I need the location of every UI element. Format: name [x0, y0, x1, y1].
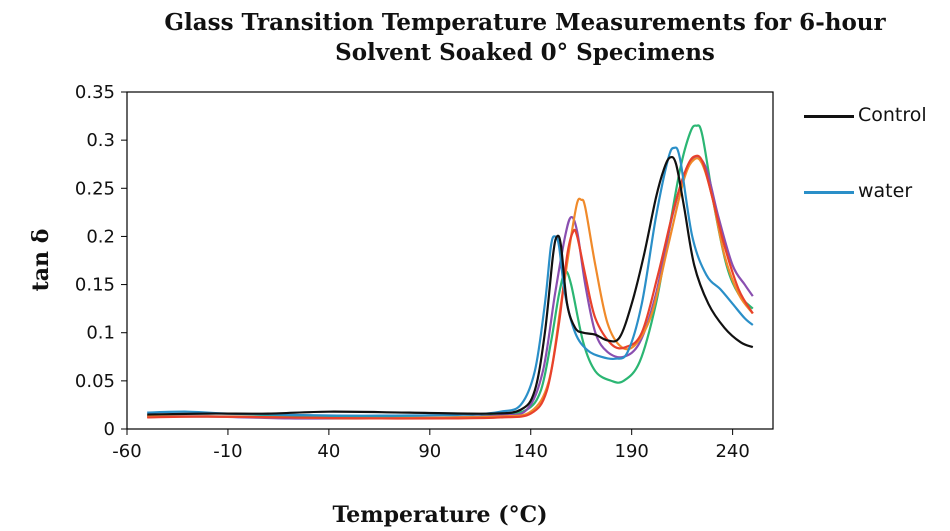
series-line-2 [147, 146, 754, 417]
chart-title-line-2: Solvent Soaked 0° Specimens [335, 39, 715, 66]
x-tick-label: -10 [213, 441, 242, 462]
x-tick-label: 40 [317, 441, 340, 462]
legend-swatch-water [804, 191, 854, 194]
y-tick-label: 0.3 [86, 130, 115, 151]
series-layer [147, 124, 754, 420]
series-line-4 [147, 156, 754, 420]
legend-label-control: Control [858, 104, 927, 126]
x-tick-label: -60 [112, 441, 141, 462]
y-tick-label: 0 [104, 419, 115, 440]
x-tick-label: 90 [418, 441, 441, 462]
legend-label-water: water [858, 180, 913, 202]
y-tick-label: 0.1 [86, 323, 115, 344]
series-line-1 [147, 155, 754, 416]
legend-swatch-control [804, 115, 854, 118]
series-line-5 [147, 157, 754, 420]
y-axis: 0 0.05 0.1 0.15 0.2 0.25 0.3 0.35 [75, 82, 127, 440]
x-axis-label: Temperature (°C) [332, 502, 547, 528]
x-tick-label: 190 [615, 441, 649, 462]
x-tick-label: 140 [514, 441, 548, 462]
y-tick-label: 0.15 [75, 275, 115, 296]
y-tick-label: 0.05 [75, 371, 115, 392]
series-line-6 [147, 154, 754, 420]
y-tick-label: 0.2 [86, 226, 115, 247]
legend-item-water: water [804, 180, 950, 204]
plot-area [126, 91, 774, 430]
chart-title: Glass Transition Temperature Measurement… [100, 8, 950, 68]
x-tick-label: 240 [715, 441, 749, 462]
y-tick-label: 0.25 [75, 178, 115, 199]
y-tick-label: 0.35 [75, 82, 115, 103]
chart-title-line-1: Glass Transition Temperature Measurement… [164, 9, 886, 36]
y-axis-label: tan δ [28, 229, 54, 292]
legend-item-control: Control [804, 104, 950, 128]
x-axis: -60 -10 40 90 140 190 240 [112, 429, 750, 462]
